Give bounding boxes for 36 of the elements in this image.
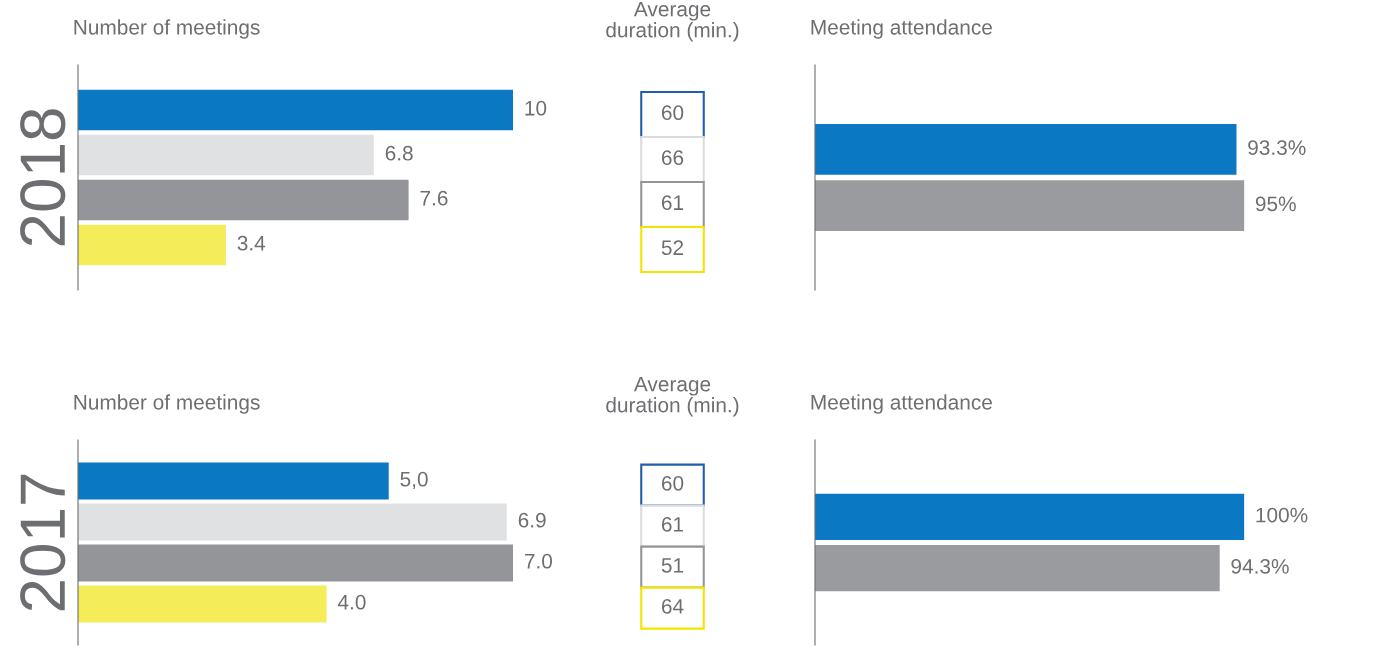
y-axis-title: 2018	[20, 109, 66, 246]
data-label: 60	[661, 105, 684, 121]
bar	[78, 134, 374, 176]
text: Average duration (min.)	[606, 1, 739, 42]
data-label: 61	[661, 516, 684, 532]
chart-title: Number of meetings	[74, 19, 260, 39]
data-label: 61	[661, 195, 684, 211]
bar	[78, 544, 513, 582]
chart-title: Meeting attendance	[811, 19, 992, 39]
chart-title: Number of meetings	[74, 394, 260, 414]
bar	[78, 462, 389, 500]
data-label: 7.0	[524, 553, 553, 569]
data-label: 100%	[1256, 507, 1308, 523]
data-label: 4.0	[337, 594, 366, 610]
text: Average duration (min.)	[606, 376, 739, 417]
bar	[78, 89, 513, 131]
data-label: 6.9	[518, 512, 546, 528]
y-axis-title: 2017	[20, 474, 66, 611]
data-label: 95%	[1255, 196, 1296, 212]
data-label: 51	[661, 558, 684, 573]
bar	[78, 179, 409, 221]
data-label: 3.4	[237, 235, 266, 251]
bar	[78, 585, 327, 623]
bar	[78, 224, 226, 266]
data-label: 10	[525, 100, 547, 116]
data-label: 94.3%	[1231, 558, 1289, 574]
data-label: 52	[661, 240, 684, 256]
data-label: 5,0	[400, 471, 428, 490]
chart-title: Meeting attendance	[811, 394, 992, 414]
data-label: 64	[661, 598, 684, 614]
data-label: 66	[661, 150, 684, 166]
data-label: 60	[661, 475, 684, 491]
data-label: 93.3%	[1248, 140, 1306, 155]
data-label: 6.8	[385, 145, 413, 161]
bar	[78, 503, 507, 541]
data-label: 7.6	[420, 190, 448, 206]
